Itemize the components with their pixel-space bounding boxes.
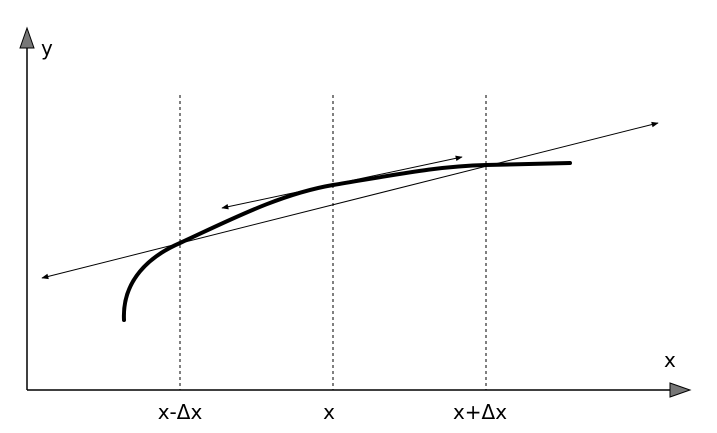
y-axis-label: y — [41, 36, 53, 60]
tick-label: x-Δx — [158, 400, 203, 424]
tick-label: x — [323, 400, 335, 424]
curve — [121, 161, 572, 322]
x-axis-label: x — [664, 348, 676, 372]
tick-label: x+Δx — [453, 400, 507, 424]
x-axis-arrow — [669, 382, 692, 398]
secant-line — [41, 121, 659, 280]
y-axis-arrow — [19, 26, 35, 49]
